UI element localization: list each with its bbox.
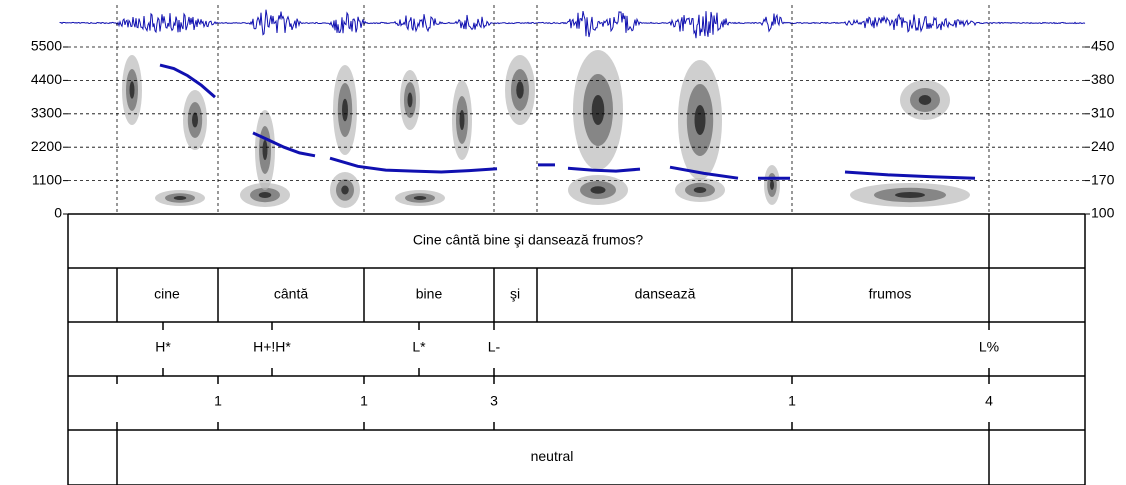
spectral-energy	[590, 186, 606, 194]
spectral-energy	[341, 185, 349, 195]
point-label: 3	[490, 393, 498, 409]
spectral-energy	[413, 196, 427, 200]
left-tick-label: 2200	[31, 138, 62, 154]
right-tick-label: 170	[1091, 171, 1115, 187]
interval-label: dansează	[635, 286, 696, 302]
spectral-energy	[192, 112, 198, 128]
left-tick-label: 3300	[31, 105, 62, 121]
point-label: 1	[360, 393, 368, 409]
point-label: 1	[788, 393, 796, 409]
interval-label: bine	[416, 286, 443, 302]
spectral-energy	[693, 187, 707, 193]
left-tick-label: 0	[54, 205, 62, 221]
waveform-trace	[59, 9, 1086, 39]
spectral-energy	[895, 192, 925, 198]
left-tick-label: 4400	[31, 71, 62, 87]
spectral-energy	[407, 92, 413, 108]
pitch-contour	[669, 165, 739, 180]
spectral-energy	[770, 180, 774, 190]
textgrid: Cine cântă bine şi dansează frumos? cine c…	[67, 213, 1086, 485]
spectral-energy	[516, 81, 524, 99]
waveform	[59, 9, 1086, 39]
right-tick-label: 450	[1091, 38, 1115, 54]
interval-label: cine	[154, 286, 180, 302]
interval-label: neutral	[531, 448, 574, 464]
point-label: L*	[412, 339, 426, 355]
spectrogram	[122, 50, 970, 208]
right-tick-label: 100	[1091, 205, 1115, 221]
spectral-energy	[459, 110, 465, 130]
interval-label: frumos	[869, 286, 912, 302]
point-label: H+!H*	[253, 339, 291, 355]
right-tick-label: 310	[1091, 105, 1115, 121]
pitch-contour	[567, 166, 641, 173]
point-label: H*	[155, 339, 171, 355]
pitch-contour	[252, 131, 316, 158]
left-tick-label: 5500	[31, 38, 62, 54]
spectral-energy	[342, 98, 348, 122]
point-label: 1	[214, 393, 222, 409]
spectral-energy	[258, 192, 272, 198]
left-tick-label: 1100	[32, 171, 62, 187]
point-label: 4	[985, 393, 993, 409]
pitch-contour	[844, 170, 976, 180]
right-tick-label: 240	[1091, 138, 1115, 154]
spectral-energy	[129, 81, 135, 99]
spectral-energy	[262, 140, 268, 160]
point-label: L%	[979, 339, 999, 355]
point-label: L-	[488, 339, 501, 355]
pitch-contour	[159, 63, 216, 99]
spectral-energy	[694, 105, 706, 135]
pitch-track	[159, 63, 976, 180]
interval-label: cântă	[274, 286, 308, 302]
spectral-energy	[173, 196, 187, 200]
interval-label: şi	[510, 286, 520, 302]
right-tick-label: 380	[1091, 71, 1115, 87]
spectral-energy	[591, 95, 605, 125]
spectral-energy	[918, 95, 932, 105]
interval-label: Cine cântă bine şi dansează frumos?	[413, 232, 644, 248]
pitch-contour	[329, 156, 498, 174]
